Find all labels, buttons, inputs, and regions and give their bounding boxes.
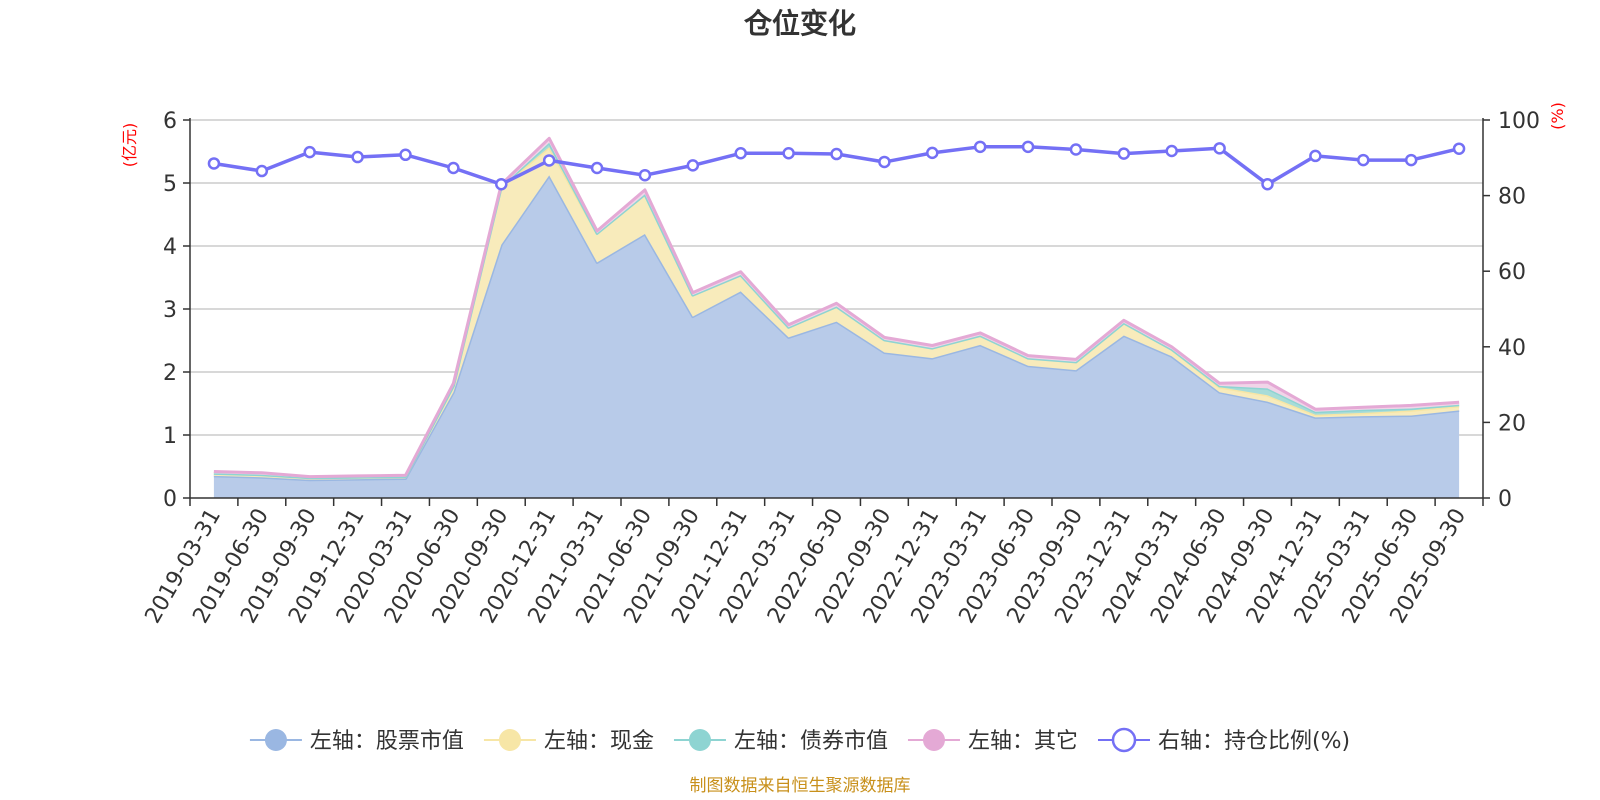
right-axis-tick-label: 20 bbox=[1498, 411, 1526, 436]
ratio-point bbox=[399, 148, 412, 162]
legend-marker-icon bbox=[1111, 727, 1137, 753]
ratio-point bbox=[734, 147, 747, 160]
stacked-areas bbox=[213, 136, 1460, 498]
ratio-point bbox=[303, 145, 316, 159]
legend-marker-icon bbox=[498, 729, 521, 751]
legend-marker-icon bbox=[264, 729, 287, 751]
ratio-point bbox=[351, 150, 364, 164]
ratio-point bbox=[542, 154, 556, 167]
right-axis-tick-label: 80 bbox=[1498, 185, 1526, 210]
left-axis-unit: (亿元) bbox=[120, 123, 139, 168]
position-ratio-line bbox=[207, 140, 1466, 191]
ratio-point bbox=[830, 147, 843, 161]
ratio-point bbox=[1404, 153, 1418, 167]
ratio-point bbox=[590, 161, 604, 175]
legend-label: 左轴：债券市值 bbox=[734, 729, 888, 754]
ratio-point bbox=[1213, 142, 1226, 155]
area-series-4-edge bbox=[213, 136, 1460, 479]
ratio-point bbox=[878, 155, 891, 169]
right-axis-unit: (%) bbox=[1548, 102, 1567, 130]
right-axis-tick-label: 100 bbox=[1498, 109, 1540, 134]
left-axis-tick-label: 2 bbox=[163, 361, 177, 386]
ratio-point bbox=[1021, 140, 1035, 154]
legend-label: 左轴：股票市值 bbox=[310, 729, 464, 754]
ratio-point bbox=[1165, 144, 1178, 158]
ratio-point bbox=[1357, 153, 1370, 167]
ratio-point bbox=[1452, 142, 1466, 155]
ratio-point bbox=[926, 146, 939, 160]
ratio-point bbox=[255, 164, 269, 178]
legend-label: 左轴：现金 bbox=[544, 729, 654, 754]
ratio-point bbox=[1309, 149, 1322, 163]
legend-item-2[interactable]: 左轴：现金 bbox=[483, 729, 654, 754]
left-axis-tick-label: 6 bbox=[163, 109, 177, 134]
right-axis-tick-label: 60 bbox=[1498, 260, 1526, 285]
left-axis-tick-label: 0 bbox=[163, 487, 177, 512]
ratio-point bbox=[973, 140, 987, 154]
legend-label: 右轴：持仓比例(%) bbox=[1158, 729, 1350, 754]
right-axis-tick-label: 0 bbox=[1498, 487, 1512, 512]
ratio-point bbox=[1117, 147, 1131, 160]
data-source-note: 制图数据来自恒生聚源数据库 bbox=[690, 776, 911, 796]
legend-marker-icon bbox=[688, 729, 711, 751]
legend-item-3[interactable]: 左轴：债券市值 bbox=[673, 729, 888, 754]
legend[interactable]: 左轴：股票市值 左轴：现金 左轴：债券市值 左轴：其它 右轴：持仓比例(%) bbox=[249, 727, 1350, 754]
left-axis-tick-label: 1 bbox=[163, 424, 177, 449]
ratio-point bbox=[207, 157, 221, 170]
chart-title: 仓位变化 bbox=[744, 7, 856, 40]
ratio-point bbox=[638, 168, 652, 182]
legend-marker-icon bbox=[922, 729, 945, 751]
ratio-point bbox=[782, 147, 795, 160]
legend-item-1[interactable]: 左轴：股票市值 bbox=[249, 729, 464, 754]
left-axis-tick-label: 3 bbox=[163, 298, 177, 323]
area-series-2 bbox=[213, 147, 1460, 480]
area-series-1 bbox=[213, 175, 1460, 498]
ratio-point bbox=[686, 159, 700, 172]
ratio-point bbox=[1069, 143, 1083, 156]
legend-item-5[interactable]: 右轴：持仓比例(%) bbox=[1097, 727, 1350, 754]
legend-item-4[interactable]: 左轴：其它 bbox=[907, 729, 1078, 754]
ratio-point bbox=[1261, 178, 1274, 191]
right-axis-tick-label: 40 bbox=[1498, 336, 1526, 361]
ratio-point bbox=[495, 178, 508, 191]
left-axis-tick-label: 4 bbox=[163, 235, 177, 260]
ratio-point bbox=[447, 161, 460, 175]
left-axis-tick-label: 5 bbox=[163, 172, 177, 197]
legend-label: 左轴：其它 bbox=[968, 729, 1078, 754]
